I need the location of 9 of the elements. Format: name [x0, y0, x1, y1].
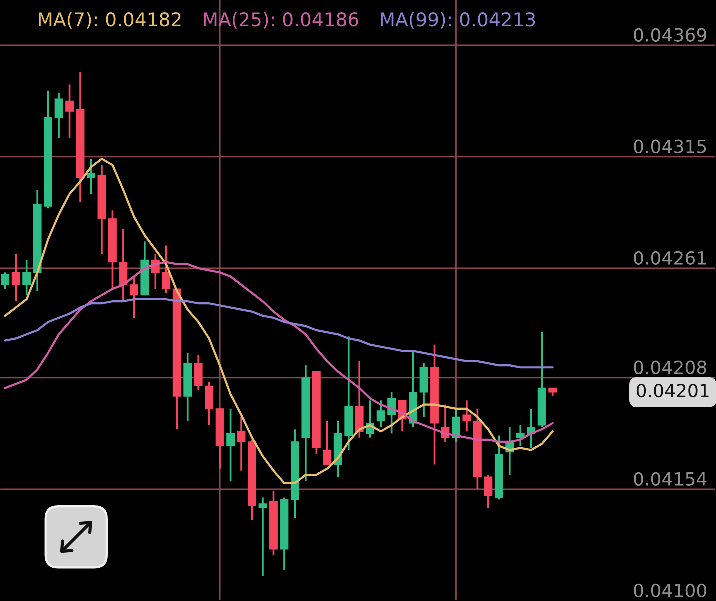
y-tick-label: 0.04100: [634, 584, 706, 598]
y-tick-label: 0.04369: [634, 28, 706, 42]
text: MA(99): 0.04213: [381, 12, 536, 29]
text: MA(7): 0.04182: [39, 12, 181, 29]
y-tick-label: 0.04154: [634, 472, 707, 486]
y-tick-label: 0.04315: [634, 140, 706, 154]
text: 0.04201: [636, 384, 709, 398]
y-tick-label: 0.04208: [634, 360, 706, 374]
y-tick-label: 0.04261: [634, 251, 706, 265]
